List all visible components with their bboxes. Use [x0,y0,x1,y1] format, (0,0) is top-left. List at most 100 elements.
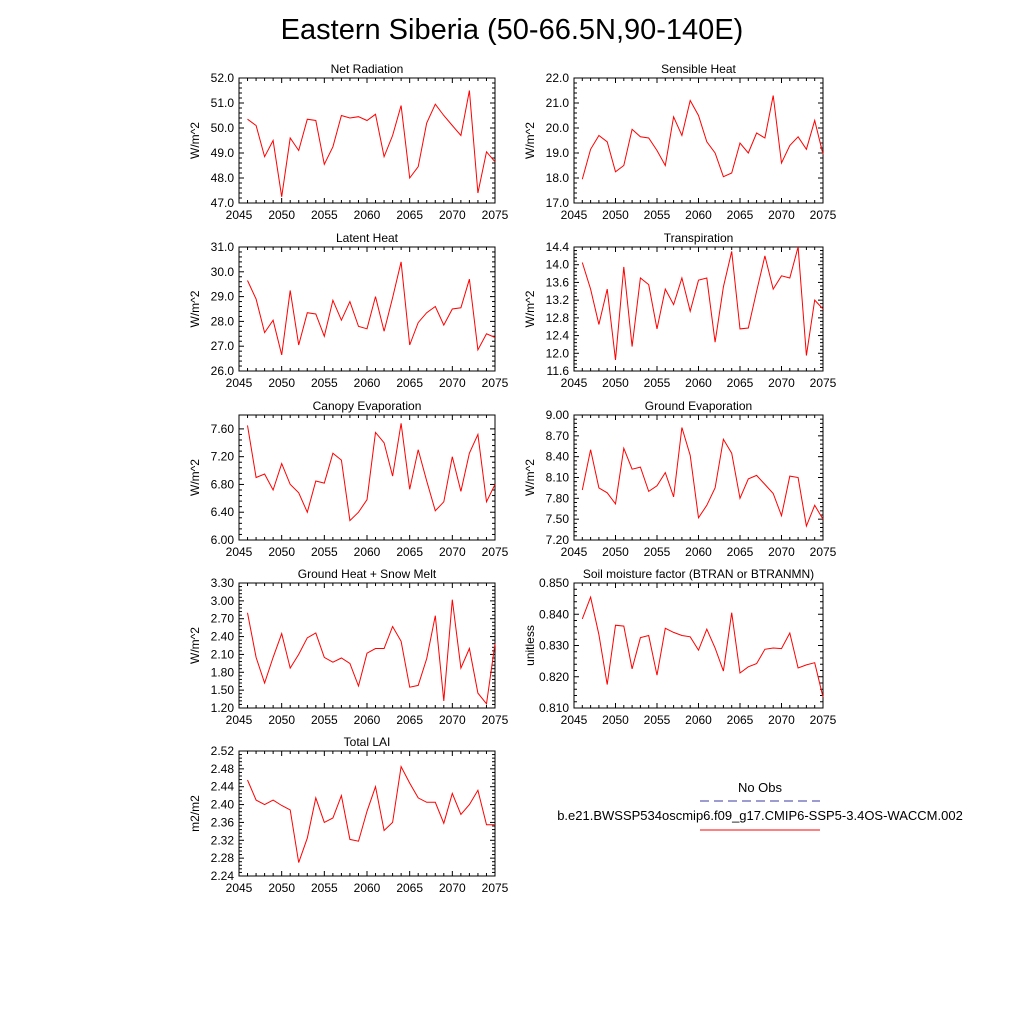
x-tick-label: 2060 [354,376,381,390]
x-tick-label: 2050 [602,545,629,559]
x-tick-label: 2075 [810,208,837,222]
y-tick-label: 51.0 [211,96,235,110]
x-tick-label: 2065 [396,545,423,559]
x-tick-label: 2070 [439,376,466,390]
y-axis-label: unitless [523,625,537,666]
x-tick-label: 2070 [768,208,795,222]
y-tick-label: 2.52 [211,744,235,758]
series-line-1 [581,246,824,360]
x-tick-label: 2045 [561,545,588,559]
plot-frame [573,77,824,204]
y-tick-label: 1.20 [211,701,235,715]
x-tick-label: 2050 [268,881,295,895]
x-tick-label: 2070 [768,545,795,559]
x-tick-label: 2065 [396,881,423,895]
x-tick-label: 2070 [439,881,466,895]
y-tick-label: 12.4 [546,329,570,343]
y-tick-label: 7.60 [211,422,235,436]
y-tick-label: 20.0 [546,121,570,135]
chart-panel-2: Sensible Heat W/m^2 2045 2050 2055 2060 2065 20… [523,62,837,222]
panel-title: Latent Heat [336,231,399,245]
y-tick-label: 7.20 [546,533,570,547]
y-tick-label: 6.80 [211,477,235,491]
y-tick-label: 12.8 [546,311,570,325]
y-tick-label: 1.80 [211,665,235,679]
y-tick-label: 0.820 [539,670,569,684]
panel-title: Net Radiation [331,62,404,76]
y-tick-label: 31.0 [211,240,235,254]
chart-panel-3: Latent Heat W/m^2 2045 2050 2055 2060 2065 2070… [188,231,509,390]
y-tick-label: 14.0 [546,258,570,272]
x-tick-label: 2060 [354,545,381,559]
y-tick-label: 14.4 [546,240,570,254]
y-tick-label: 2.36 [211,815,235,829]
x-tick-label: 2055 [644,208,671,222]
figure-title: Eastern Siberia (50-66.5N,90-140E) [280,14,744,46]
y-tick-label: 7.80 [546,491,570,505]
x-tick-label: 2055 [644,545,671,559]
y-tick-label: 11.6 [547,364,570,378]
chart-panel-7: Ground Heat + Snow Melt W/m^2 2045 2050 2055… [188,567,509,727]
legend: No Obs b.e21.BWSSP534oscmip6.f09_g17.CMIP… [557,780,963,831]
y-axis-label: W/m^2 [523,122,537,159]
y-tick-label: 22.0 [546,71,570,85]
x-tick-label: 2070 [439,713,466,727]
x-tick-label: 2075 [482,881,509,895]
y-tick-label: 1.50 [211,683,235,697]
y-tick-label: 47.0 [211,196,235,210]
x-tick-label: 2045 [561,208,588,222]
y-tick-label: 2.10 [211,647,235,661]
y-axis-label: W/m^2 [188,627,202,664]
y-tick-label: 8.70 [546,429,570,443]
y-tick-label: 17.0 [546,196,570,210]
x-tick-label: 2045 [561,713,588,727]
y-tick-label: 2.28 [211,851,235,865]
y-tick-label: 27.0 [211,339,235,353]
y-tick-label: 0.850 [539,576,569,590]
y-tick-label: 12.0 [546,346,570,360]
x-tick-label: 2050 [268,713,295,727]
y-tick-label: 0.830 [539,639,569,653]
legend-model-label: b.e21.BWSSP534oscmip6.f09_g17.CMIP6-SSP5… [557,808,963,823]
chart-panel-5: Canopy Evaporation W/m^2 2045 2050 2055 2060 2… [188,399,509,559]
x-tick-label: 2050 [268,545,295,559]
y-tick-label: 52.0 [211,71,235,85]
panel-title: Soil moisture factor (BTRAN or BTRANMN) [583,567,814,581]
y-axis-label: W/m^2 [523,290,537,327]
x-tick-label: 2075 [810,376,837,390]
legend-obs-label: No Obs [738,780,783,795]
x-tick-label: 2065 [396,376,423,390]
series-line-1 [247,765,495,863]
x-tick-label: 2065 [727,376,754,390]
y-axis-label: W/m^2 [188,459,202,496]
y-tick-label: 30.0 [211,265,235,279]
x-tick-label: 2055 [311,545,338,559]
plot-frame [573,582,824,709]
chart-panel-4: Transpiration W/m^2 2045 2050 2055 2060 2065 20… [523,231,837,390]
y-tick-label: 48.0 [211,171,235,185]
x-tick-label: 2045 [226,881,253,895]
x-tick-label: 2045 [561,376,588,390]
x-tick-label: 2050 [602,208,629,222]
y-tick-label: 49.0 [211,146,235,160]
y-tick-label: 6.40 [211,505,235,519]
panel-title: Total LAI [344,735,391,749]
y-tick-label: 2.70 [211,612,235,626]
series-line-1 [247,261,496,356]
x-tick-label: 2055 [644,376,671,390]
x-tick-label: 2050 [268,208,295,222]
x-tick-label: 2060 [685,376,712,390]
panel-title: Transpiration [664,231,734,245]
plot-frame [238,77,496,204]
y-tick-label: 7.20 [211,450,235,464]
x-tick-label: 2070 [439,545,466,559]
y-tick-label: 8.10 [546,471,570,485]
panel-title: Sensible Heat [661,62,736,76]
y-tick-label: 9.00 [546,408,570,422]
chart-panel-6: Ground Evaporation W/m^2 2045 2050 2055 2060 2… [523,399,837,559]
y-tick-label: 3.00 [211,594,235,608]
series-line-1 [247,599,496,706]
x-tick-label: 2050 [268,376,295,390]
x-tick-label: 2050 [602,713,629,727]
